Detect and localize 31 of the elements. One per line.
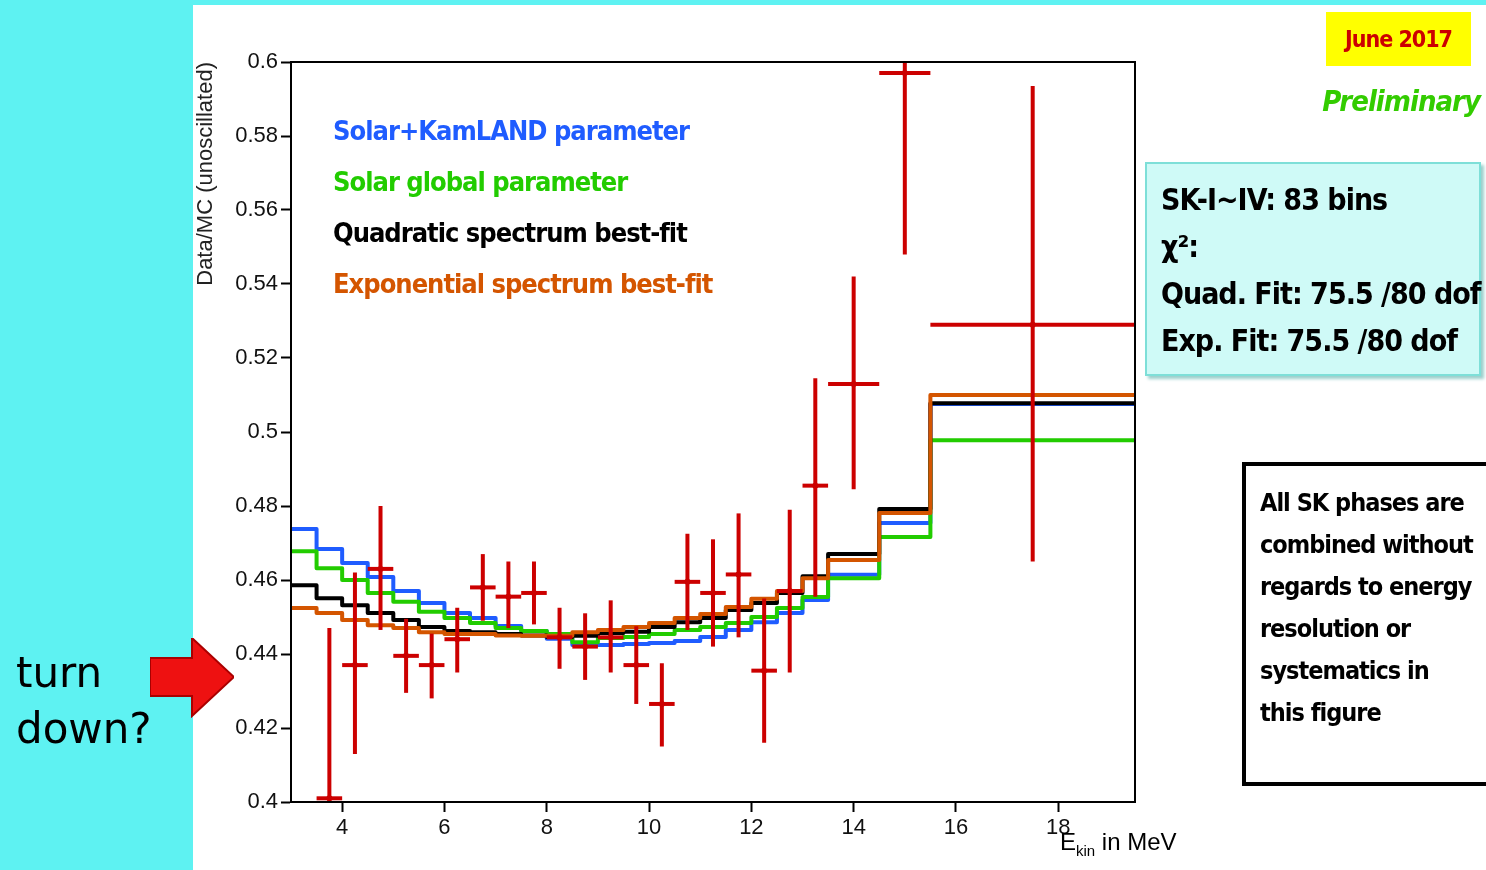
y-tick-label: 0.4 xyxy=(247,788,278,814)
text: Solar+KamLAND parameter xyxy=(333,115,691,146)
y-axis-title: Data/MC (unoscillated) xyxy=(192,62,218,286)
text: Exp. Fit: 75.5 /80 dof xyxy=(1161,322,1459,360)
x-tick-label: 12 xyxy=(739,814,764,840)
x-tick-label: 4 xyxy=(336,814,349,840)
y-tick-label: 0.46 xyxy=(235,566,278,592)
y-tick-label: 0.56 xyxy=(235,196,278,222)
y-tick-label: 0.58 xyxy=(235,122,278,148)
text: All SK phases are combined without regards to energy resolution or systematics in this figure xyxy=(1242,462,1486,786)
text: χ²: xyxy=(1161,228,1200,266)
text: Solar global parameter xyxy=(333,166,629,197)
y-tick-label: 0.44 xyxy=(235,640,278,666)
y-tick-label: 0.5 xyxy=(247,418,278,444)
x-tick-label: 6 xyxy=(438,814,451,840)
text: Exponential spectrum best-fit xyxy=(333,268,713,299)
x-tick-label: 10 xyxy=(636,814,662,840)
text: SK-I~IV: 83 bins xyxy=(1161,181,1389,219)
y-tick-label: 0.6 xyxy=(247,48,278,74)
x-tick-label: 16 xyxy=(943,814,969,840)
y-tick-label: 0.42 xyxy=(235,714,278,740)
text: turn down? xyxy=(16,647,153,755)
text: Quad. Fit: 75.5 /80 dof xyxy=(1161,275,1481,313)
x-tick-label: 8 xyxy=(540,814,553,840)
x-tick-label: 14 xyxy=(841,814,866,840)
y-tick-label: 0.52 xyxy=(235,344,278,370)
text: Quadratic spectrum best-fit xyxy=(333,217,689,248)
text: Preliminary xyxy=(1321,84,1480,118)
y-tick-label: 0.48 xyxy=(235,492,278,518)
text: June 2017 xyxy=(1326,12,1471,66)
y-tick-label: 0.54 xyxy=(235,270,278,296)
